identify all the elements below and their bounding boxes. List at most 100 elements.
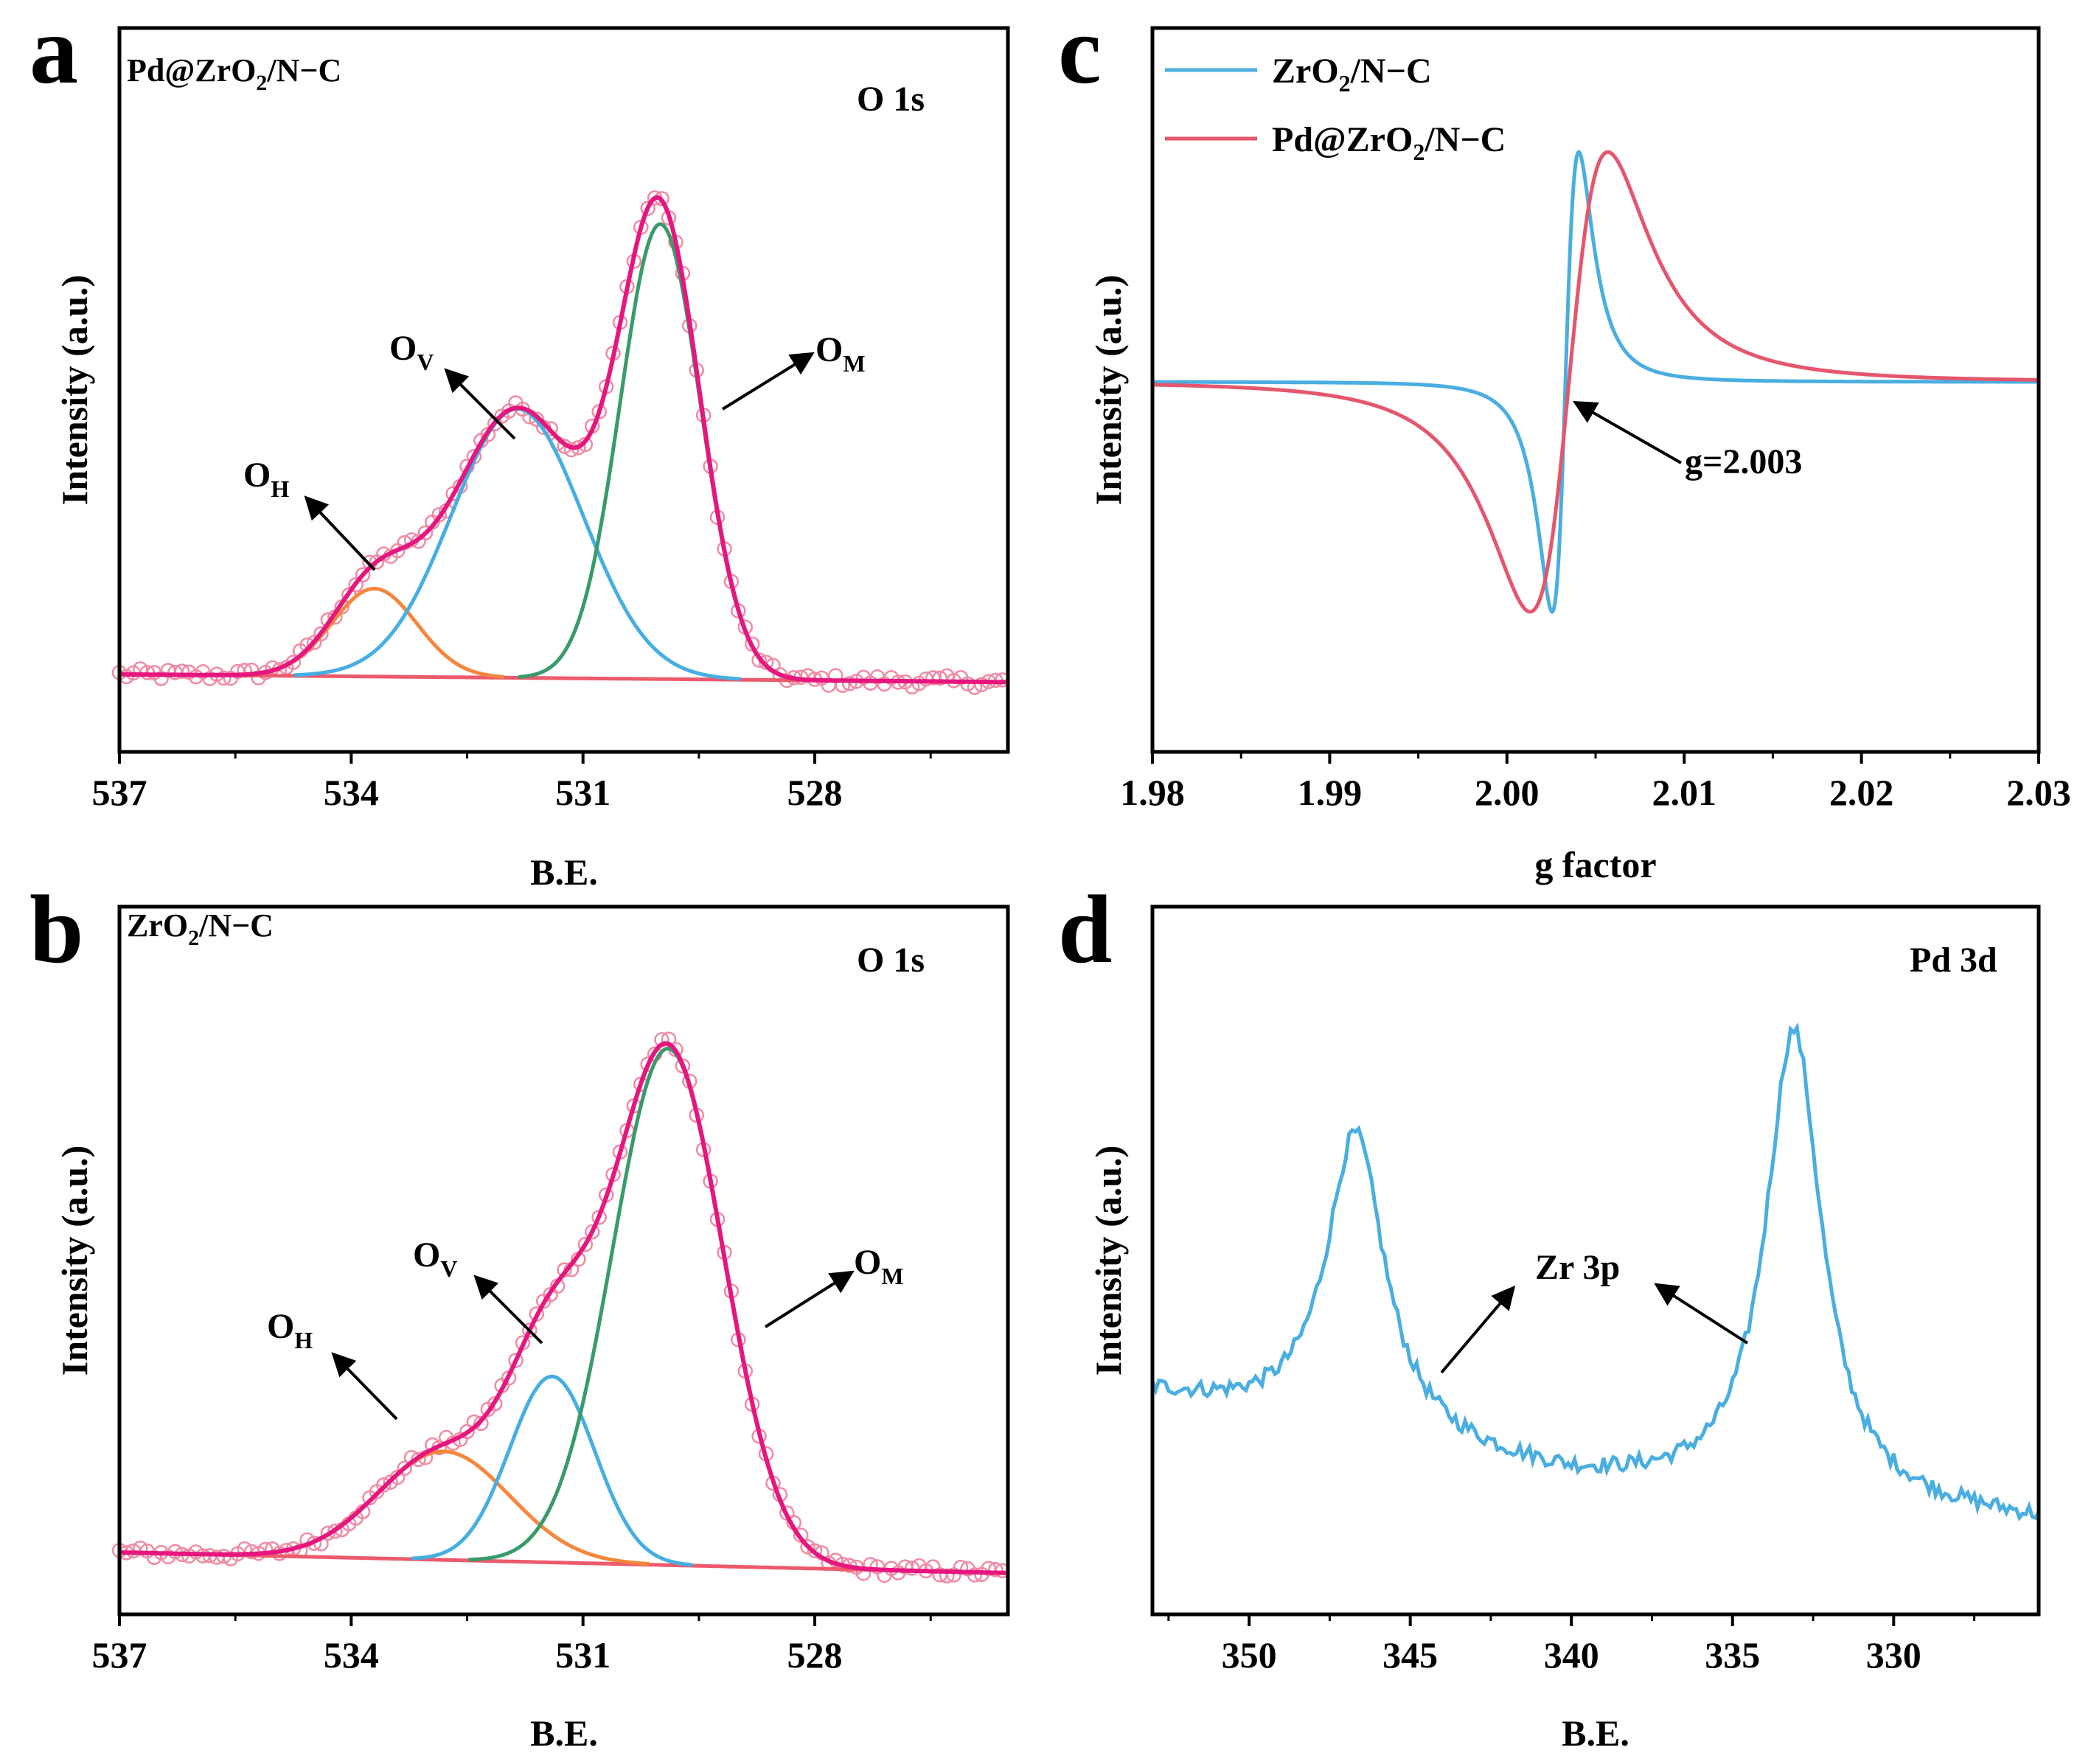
raw-point	[320, 1525, 336, 1541]
raw-point	[348, 577, 364, 593]
raw-point	[974, 677, 989, 693]
panel-c-g-annotation: g=2.003	[1685, 442, 1802, 481]
panel-b-label-om: OM	[854, 1243, 904, 1289]
raw-point	[508, 1353, 524, 1368]
raw-point	[758, 655, 774, 670]
raw-point	[522, 1322, 538, 1338]
panel-b-y-axis-label: Intensity (a.u.)	[54, 1146, 95, 1376]
panel-d-title: Pd 3d	[1910, 941, 1997, 980]
panel-b-arrow-ov	[473, 1275, 543, 1345]
raw-point	[640, 201, 655, 216]
panel-a-label-om: OM	[815, 330, 866, 377]
x-tick-label: 531	[555, 1634, 611, 1676]
raw-point	[313, 626, 329, 642]
epr-series-pd-zro2	[1152, 150, 2039, 614]
panel-b-label-oh: OH	[267, 1307, 313, 1353]
panel-b-plot-area	[111, 1031, 1010, 1584]
raw-point	[904, 1561, 920, 1576]
panel-b-o1s-zro2: 537 534 531 528 ZrO2/N−C O 1s B.E. Intensit…	[54, 904, 1010, 1754]
x-tick-label: 534	[324, 772, 379, 813]
panel-a-label-oh: OH	[243, 456, 289, 502]
legend-label-zro2: ZrO2/N−C	[1272, 52, 1432, 97]
panel-d-arrow-left	[1440, 1285, 1516, 1374]
panel-a-sample-label: Pd@ZrO2/N−C	[127, 52, 341, 95]
panel-b-peak-annotations: OH OV OM	[267, 1235, 904, 1420]
raw-point	[967, 1567, 983, 1583]
panel-d-pd3d: 350 345 340 335 330 Pd 3d B.E. Intensity (a.…	[1088, 904, 2041, 1754]
raw-point	[376, 1477, 392, 1493]
panel-b-title: O 1s	[857, 941, 925, 980]
raw-point	[563, 442, 580, 458]
panel-letter-a: a	[29, 0, 78, 104]
x-tick-label: 350	[1222, 1634, 1277, 1676]
x-tick-label: 2.02	[1829, 772, 1894, 813]
raw-point	[841, 676, 858, 691]
panel-b-arrow-om	[764, 1270, 855, 1328]
panel-a-arrow-oh	[304, 495, 376, 571]
x-tick-label: 2.01	[1652, 772, 1716, 813]
raw-point	[417, 525, 434, 541]
raw-point	[807, 1543, 823, 1558]
x-tick-label: 528	[787, 772, 843, 813]
panel-a-label-ov: OV	[389, 329, 434, 375]
panel-b-x-ticks: 537 534 531 528	[92, 1614, 932, 1676]
x-tick-label: 2.03	[2006, 772, 2071, 813]
legend-label-pd-zro2: Pd@ZrO2/N−C	[1272, 120, 1506, 165]
raw-point	[987, 1562, 1003, 1578]
panel-d-x-axis-label: B.E.	[1562, 1712, 1629, 1754]
panel-a-title: O 1s	[857, 80, 925, 119]
panel-c-legend: ZrO2/N−C Pd@ZrO2/N−C	[1165, 52, 1506, 165]
epr-series-zro2	[1152, 150, 2039, 615]
x-tick-label: 537	[92, 772, 147, 813]
panel-a-o1s-pd-zro2: 537 534 531 528 Pd@ZrO2/N−C O 1s B.E. Inten…	[54, 26, 1010, 893]
raw-point	[800, 668, 815, 683]
panel-d-arrow-right	[1654, 1283, 1749, 1345]
raw-point	[473, 1415, 489, 1432]
raw-point	[487, 1396, 503, 1412]
panel-d-zr3p-annotation: Zr 3p	[1535, 1248, 1620, 1287]
raw-point	[174, 663, 190, 679]
x-tick-label: 330	[1866, 1634, 1921, 1676]
panel-b-arrow-oh	[331, 1352, 398, 1420]
component-o-v	[411, 1374, 693, 1567]
panel-c-x-ticks: 1.98 1.99 2.00 2.01 2.02 2.03	[1120, 752, 2071, 813]
panel-b-frame	[117, 904, 1010, 1617]
panel-a-arrow-ov	[444, 368, 516, 440]
raw-point	[981, 1561, 997, 1577]
x-tick-label: 340	[1544, 1634, 1599, 1676]
panel-c-plot-area	[1152, 150, 2039, 615]
raw-point	[939, 1568, 955, 1584]
x-tick-label: 528	[787, 1634, 843, 1676]
raw-point	[585, 1224, 600, 1240]
panel-b-label-ov: OV	[413, 1235, 457, 1282]
panel-a-x-axis-label: B.E.	[530, 851, 598, 893]
raw-point	[751, 652, 767, 668]
fitted-envelope	[119, 1041, 1008, 1575]
raw-point	[355, 567, 371, 583]
panel-letter-b: b	[29, 875, 83, 983]
raw-point	[459, 1423, 475, 1440]
panel-d-x-ticks: 350 345 340 335 330	[1167, 1614, 1976, 1676]
panel-letter-d: d	[1058, 875, 1112, 983]
panel-c-g-arrow	[1573, 401, 1682, 464]
panel-a-arrow-om	[721, 352, 815, 411]
raw-point	[216, 670, 232, 686]
fitted-envelope	[119, 195, 1008, 685]
component-o-m	[468, 1046, 868, 1571]
panel-d-y-axis-label: Intensity (a.u.)	[1088, 1146, 1129, 1376]
pd3d-spectrum	[1150, 1022, 2041, 1522]
panel-c-epr: 1.98 1.99 2.00 2.01 2.02 2.03 g factor Intens…	[1088, 26, 2071, 885]
raw-point	[397, 1460, 412, 1477]
raw-point	[932, 670, 948, 686]
x-tick-label: 1.99	[1298, 772, 1363, 813]
panel-letter-c: c	[1058, 0, 1102, 104]
raw-point	[327, 1523, 343, 1539]
component-o-v	[293, 407, 741, 681]
panel-c-x-axis-label: g factor	[1534, 844, 1656, 885]
x-tick-label: 537	[92, 1634, 147, 1676]
raw-point	[577, 1236, 594, 1252]
x-tick-label: 534	[324, 1634, 379, 1676]
x-tick-label: 531	[555, 772, 611, 813]
panel-a-x-ticks: 537 534 531 528	[92, 752, 932, 813]
